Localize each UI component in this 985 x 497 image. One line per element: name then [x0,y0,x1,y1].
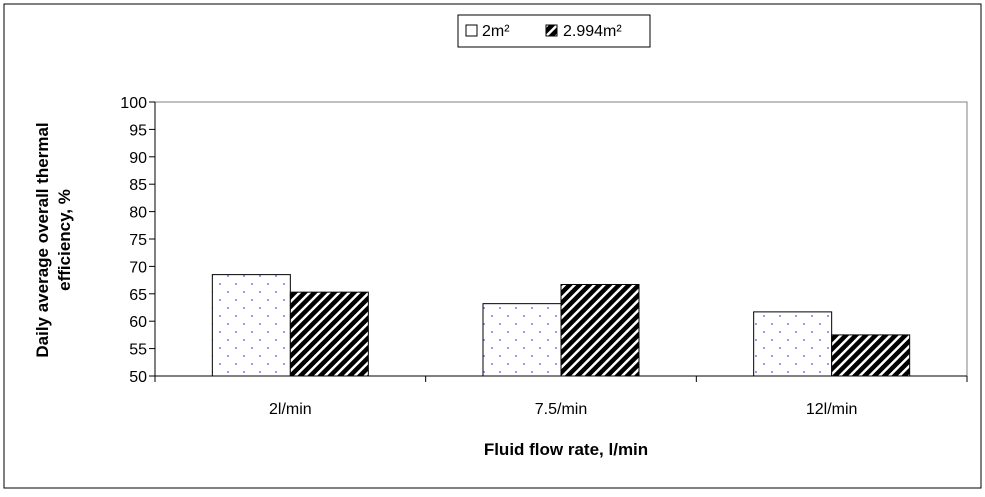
bar [211,274,291,377]
bar [753,311,833,377]
x-tick-label: 2l/min [269,401,312,418]
legend-label-2m2: 2m² [482,23,510,40]
y-tick-label: 65 [129,287,147,304]
legend-swatch-2m2 [465,24,478,37]
x-tick-label: 7.5/min [535,401,587,418]
y-axis-title: Daily average overall thermal efficiency… [33,122,74,357]
y-tick-label: 55 [129,342,147,359]
y-tick-label: 60 [129,314,147,331]
y-tick-label: 85 [129,177,147,194]
x-tick-label: 12l/min [806,401,858,418]
y-tick-label: 75 [129,232,147,249]
y-tick-label: 90 [129,150,147,167]
y-axis-title-line-2: efficiency, % [55,189,74,291]
legend: 2m² 2.994m² [457,14,651,48]
bar [482,303,562,377]
y-tick-label: 50 [129,369,147,386]
bar [831,334,911,377]
legend-swatch-2994m2 [545,24,558,37]
y-tick-label: 70 [129,259,147,276]
bars [211,274,911,377]
y-axis-title-line-1: Daily average overall thermal [33,122,52,357]
bar [289,291,369,377]
y-tick-label: 80 [129,205,147,222]
legend-label-2994m2: 2.994m² [563,23,622,40]
bar [560,283,640,377]
x-axis-title: Fluid flow rate, l/min [484,440,648,459]
y-axis: 50 55 60 65 70 75 80 85 90 95 100 [120,95,156,386]
y-tick-label: 100 [120,95,147,112]
y-tick-label: 95 [129,122,147,139]
